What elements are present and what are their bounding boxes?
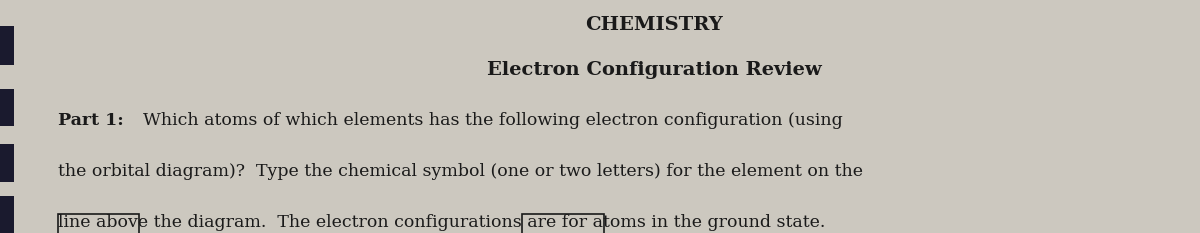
FancyBboxPatch shape	[58, 214, 139, 233]
FancyBboxPatch shape	[0, 196, 14, 233]
Text: the orbital diagram)?  Type the chemical symbol (one or two letters) for the ele: the orbital diagram)? Type the chemical …	[58, 163, 863, 180]
FancyBboxPatch shape	[0, 144, 14, 182]
Text: line above the diagram.  The electron configurations are for atoms in the ground: line above the diagram. The electron con…	[58, 214, 824, 231]
FancyBboxPatch shape	[0, 26, 14, 65]
Text: CHEMISTRY: CHEMISTRY	[586, 16, 722, 34]
Text: Part 1:: Part 1:	[58, 112, 124, 129]
FancyBboxPatch shape	[0, 89, 14, 126]
Text: Which atoms of which elements has the following electron configuration (using: Which atoms of which elements has the fo…	[132, 112, 842, 129]
Text: Electron Configuration Review: Electron Configuration Review	[487, 61, 821, 79]
FancyBboxPatch shape	[522, 214, 604, 233]
